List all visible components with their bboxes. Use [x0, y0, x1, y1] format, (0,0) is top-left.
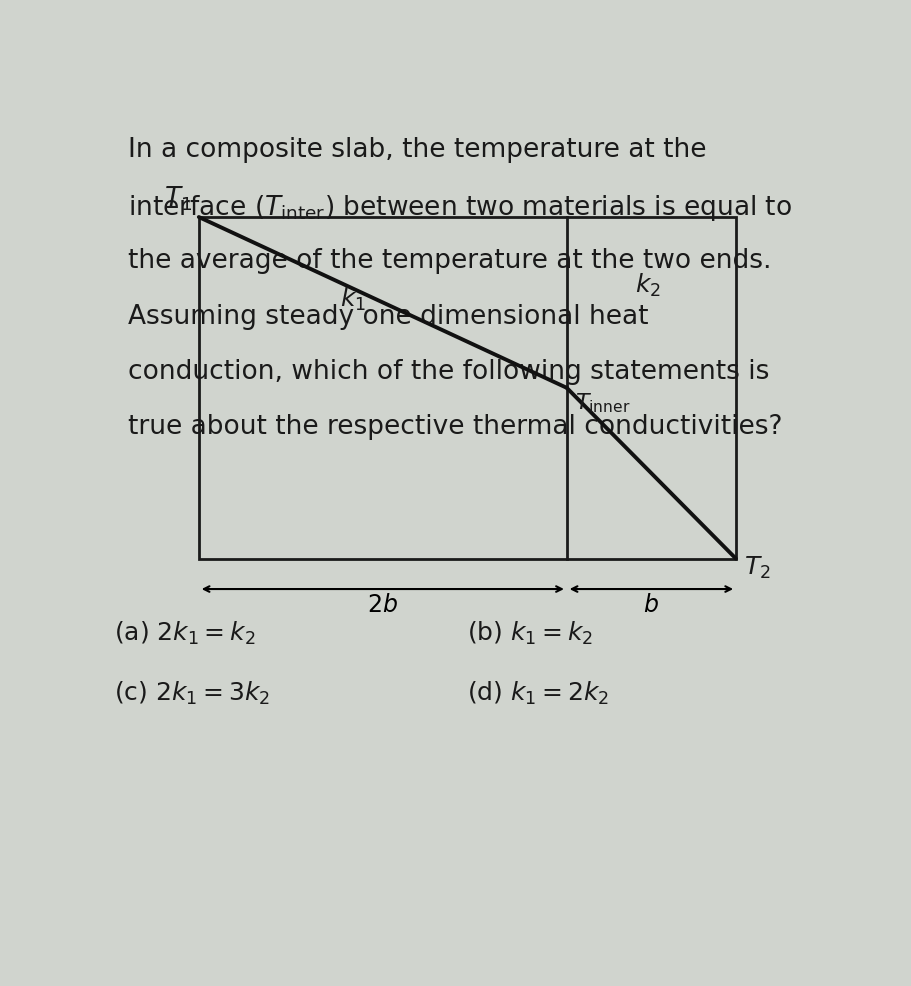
Text: conduction, which of the following statements is: conduction, which of the following state…: [128, 359, 769, 385]
Bar: [566, 217, 735, 559]
Text: (a) $2k_1 = k_2$: (a) $2k_1 = k_2$: [114, 619, 255, 647]
Bar: [199, 217, 566, 559]
Text: $T_1$: $T_1$: [163, 184, 191, 213]
Text: interface ($T_{\mathrm{inter}}$) between two materials is equal to: interface ($T_{\mathrm{inter}}$) between…: [128, 192, 792, 223]
Text: the average of the temperature at the two ends.: the average of the temperature at the tw…: [128, 248, 771, 274]
Text: $T_{\mathrm{inner}}$: $T_{\mathrm{inner}}$: [575, 391, 630, 415]
Text: $k_2$: $k_2$: [634, 272, 660, 299]
Text: (c) $2k_1 = 3k_2$: (c) $2k_1 = 3k_2$: [114, 680, 270, 707]
Bar: [199, 217, 735, 559]
Text: (d) $k_1 = 2k_2$: (d) $k_1 = 2k_2$: [467, 680, 609, 707]
Text: $T_2$: $T_2$: [743, 555, 771, 581]
Text: true about the respective thermal conductivities?: true about the respective thermal conduc…: [128, 414, 782, 441]
Text: Assuming steady one dimensional heat: Assuming steady one dimensional heat: [128, 304, 648, 329]
Text: $2b$: $2b$: [367, 593, 398, 617]
Text: (b) $k_1 = k_2$: (b) $k_1 = k_2$: [467, 619, 593, 647]
Text: In a composite slab, the temperature at the: In a composite slab, the temperature at …: [128, 137, 706, 164]
Text: $b$: $b$: [643, 593, 659, 617]
Text: $k_1$: $k_1$: [340, 285, 366, 313]
